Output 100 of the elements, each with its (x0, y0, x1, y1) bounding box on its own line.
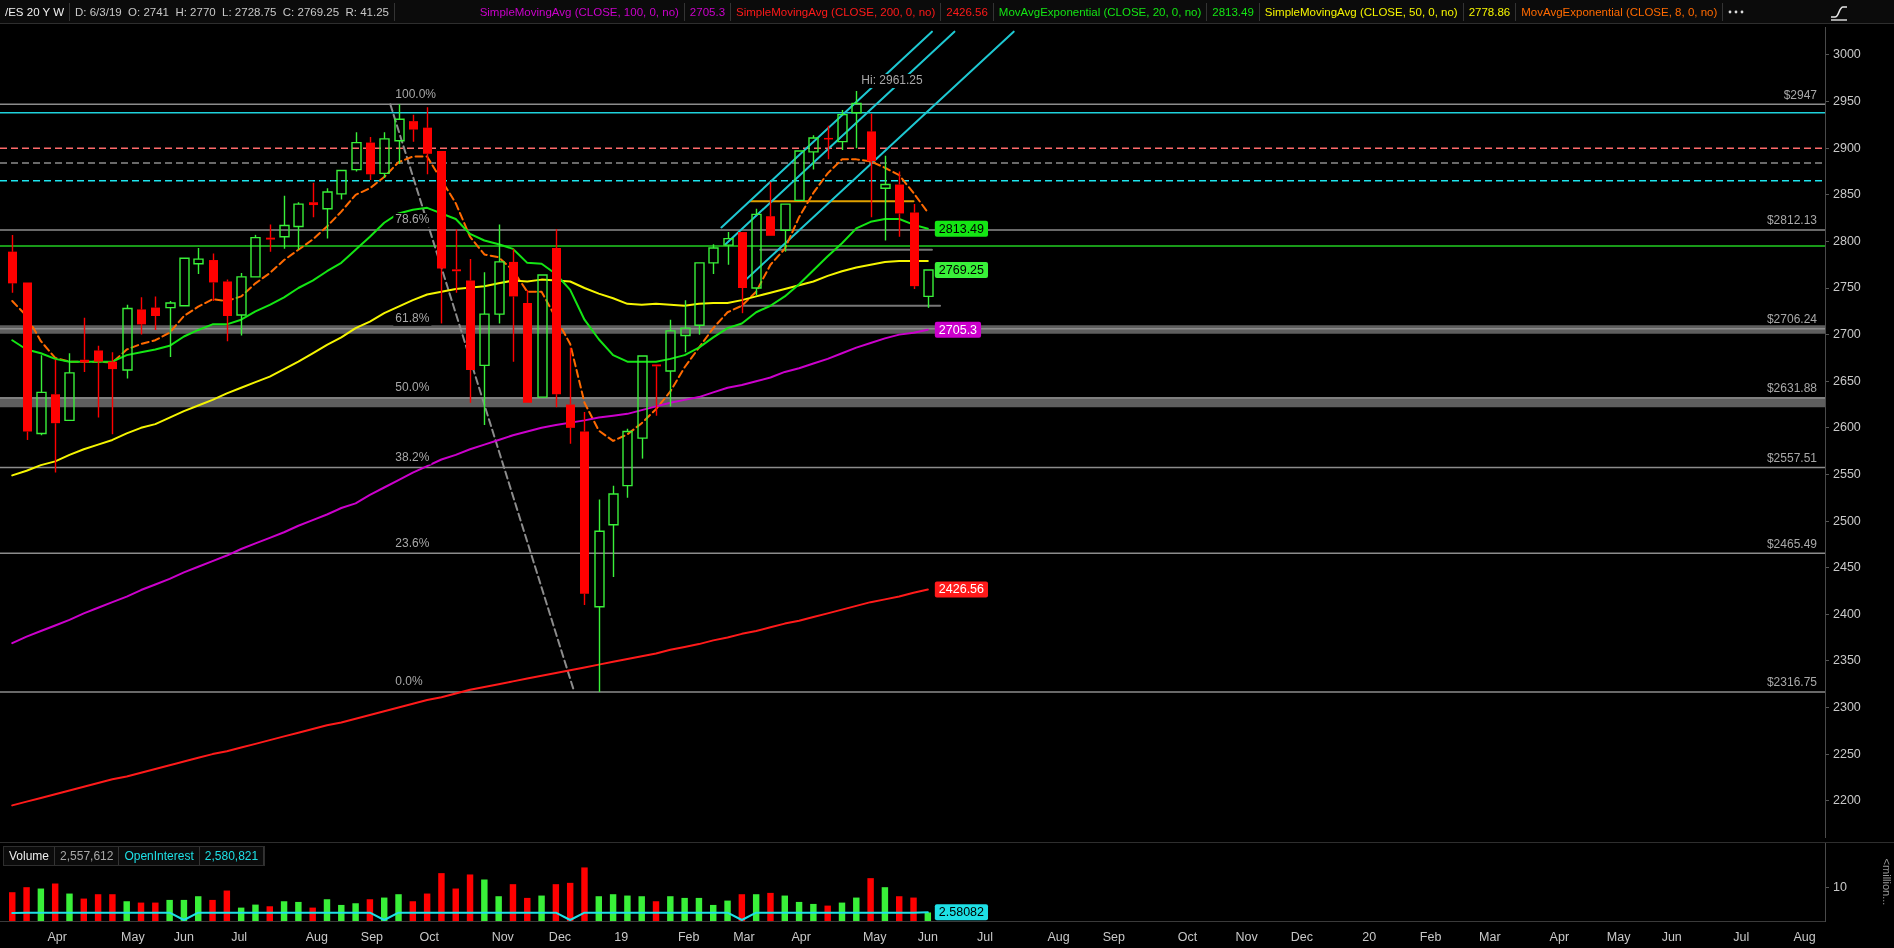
candlestick (80, 317, 89, 373)
candlestick (580, 411, 589, 606)
candlestick (780, 203, 791, 253)
candlestick (279, 195, 290, 250)
ref-line-label: $2631.88 (1766, 381, 1818, 396)
candlestick (794, 150, 805, 202)
candlestick (566, 346, 575, 445)
bar (66, 893, 73, 921)
candlestick (293, 201, 304, 251)
bar (624, 895, 631, 921)
candlestick (680, 299, 691, 354)
candlestick (36, 354, 47, 436)
x-tick-label: Jul (1733, 929, 1750, 944)
ref-line-label: $2557.51 (1766, 450, 1818, 465)
ref-line-label: $2812.13 (1766, 213, 1818, 228)
chart-title: /ES 20 Y W (0, 2, 71, 21)
bar (395, 894, 402, 921)
ref-line-label: $2465.49 (1766, 536, 1818, 551)
y-tick-label: 10 (1833, 879, 1847, 894)
text: 2705.3 (684, 2, 732, 21)
candlestick (309, 181, 318, 218)
line-series (11, 155, 929, 442)
ref-line-label: $2706.24 (1766, 312, 1818, 327)
candlestick (652, 364, 661, 417)
x-tick-label: Nov (491, 929, 515, 944)
y-tick-label: 2500 (1833, 513, 1861, 528)
candlestick (494, 223, 505, 325)
candlestick (8, 234, 17, 294)
bar (538, 895, 545, 921)
bar (9, 892, 16, 921)
annotation: 0.0% (395, 674, 424, 689)
x-tick-label: 20 (1362, 929, 1377, 944)
annotation: 2,580,821 (199, 847, 265, 865)
annotation: 2.58082 (938, 905, 985, 920)
x-tick-label: Oct (1177, 929, 1198, 944)
candlestick (108, 351, 117, 436)
x-tick-label: Apr (1549, 929, 1570, 944)
annotation: 2,557,612 (55, 847, 120, 865)
y-tick-label: 2350 (1833, 653, 1861, 668)
candlestick (266, 223, 275, 253)
bar (581, 867, 588, 921)
candlestick (766, 181, 775, 236)
text: 2813.49 (1207, 2, 1260, 21)
y-tick-label: 2400 (1833, 606, 1861, 621)
x-tick-label: Apr (47, 929, 67, 944)
x-tick-label: Apr (791, 929, 811, 944)
bar (123, 901, 130, 921)
x-tick-label: May (121, 929, 146, 944)
text: SimpleMovingAvg (CLOSE, 50, 0, no) (1259, 2, 1464, 21)
annotation: 2769.25 (938, 263, 985, 278)
candlestick (738, 232, 747, 314)
y-tick-label: 2250 (1833, 746, 1861, 761)
x-tick-label: 19 (614, 929, 629, 944)
x-tick-label: Oct (419, 929, 440, 944)
annotation: 2705.3 (938, 322, 978, 337)
text: MovAvgExponential (CLOSE, 8, 0, no) (1516, 2, 1724, 21)
x-tick-label: Jul (977, 929, 994, 944)
candlestick (665, 319, 676, 408)
x-tick-label: May (1606, 929, 1632, 944)
series-label: Volume (4, 847, 56, 865)
x-tick-label: Mar (1479, 929, 1501, 944)
y-tick-label: 2850 (1833, 187, 1861, 202)
bar (109, 894, 116, 921)
annotation: 100.0% (395, 86, 437, 101)
bar (853, 897, 860, 921)
text: 2426.56 (941, 2, 994, 21)
annotation: 38.2% (395, 449, 430, 464)
bar (767, 892, 774, 921)
y-tick-label: 3000 (1833, 47, 1861, 62)
y-tick-label: 2750 (1833, 280, 1861, 295)
candlestick (552, 228, 561, 409)
bar (209, 899, 216, 921)
candlestick (137, 296, 146, 336)
annotation: 50.0% (395, 380, 430, 395)
y-axis-title: <million... (1881, 858, 1894, 906)
candlestick (466, 258, 475, 404)
candlestick (637, 355, 648, 460)
bar (724, 900, 731, 921)
bar (295, 901, 302, 921)
candlestick (94, 345, 103, 419)
candlestick (509, 248, 518, 363)
y-tick-label: 2450 (1833, 560, 1861, 575)
y-tick-label: 2950 (1833, 94, 1861, 109)
candlestick (437, 150, 446, 325)
candlestick (423, 106, 432, 175)
bar (667, 896, 674, 921)
bar (681, 897, 688, 921)
y-tick-label: 2200 (1833, 793, 1861, 808)
bar (638, 896, 645, 921)
candlestick (479, 271, 490, 426)
annotation: 2813.49 (938, 221, 985, 236)
candlestick (867, 112, 876, 218)
x-tick-label: Jul (231, 929, 248, 944)
candlestick (51, 359, 60, 474)
candlestick (322, 187, 333, 240)
x-tick-label: Sep (1102, 929, 1125, 944)
annotation: Hi: 2961.25 (861, 73, 923, 88)
candlestick (723, 231, 734, 266)
x-tick-label: Dec (1290, 929, 1313, 944)
x-tick-label: Jun (173, 929, 195, 944)
